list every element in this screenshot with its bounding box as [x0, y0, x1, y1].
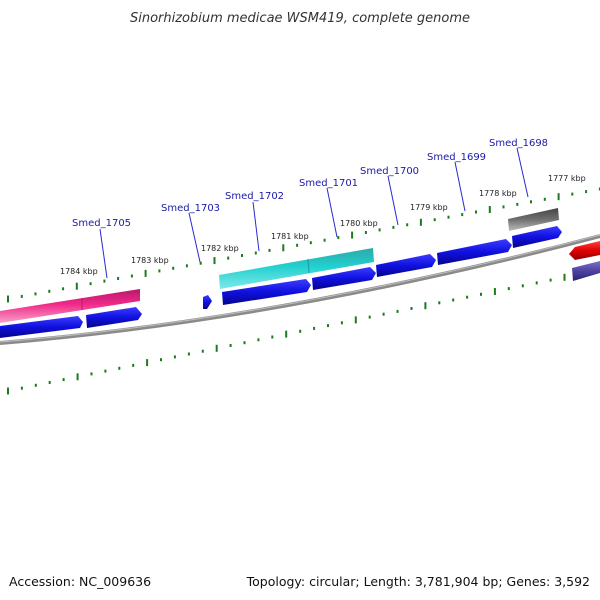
gene-label-smed-1701[interactable]: Smed_1701 [299, 178, 358, 189]
cds-arrow[interactable] [203, 295, 212, 309]
accession-text: Accession: NC_009636 [9, 574, 151, 589]
kbp-label: 1781 kbp [271, 232, 309, 241]
feature-grey[interactable] [508, 208, 559, 231]
gene-label-smed-1698[interactable]: Smed_1698 [489, 138, 548, 149]
cds-arrow[interactable] [86, 307, 142, 328]
kbp-labels: 1784 kbp 1783 kbp 1782 kbp 1781 kbp 1780… [60, 174, 586, 276]
kbp-label: 1777 kbp [548, 174, 586, 183]
kbp-label: 1782 kbp [201, 244, 239, 253]
leader-line [326, 187, 338, 238]
feature-teal[interactable] [219, 248, 374, 289]
gene-label-leaders [99, 147, 529, 279]
genome-backbone-highlight [0, 234, 600, 343]
leader-line [387, 175, 399, 226]
outer-tick-ring [7, 187, 600, 303]
gene-label-smed-1702[interactable]: Smed_1702 [225, 191, 284, 202]
leader-line [99, 228, 108, 279]
genome-summary-text: Topology: circular; Length: 3,781,904 bp… [246, 574, 590, 589]
kbp-label: 1784 kbp [60, 267, 98, 276]
leader-line [516, 147, 529, 198]
cds-track [0, 226, 562, 338]
kbp-label: 1778 kbp [479, 189, 517, 198]
gene-label-smed-1705[interactable]: Smed_1705 [72, 218, 131, 229]
cds-arrow[interactable] [312, 267, 376, 290]
cds-arrow[interactable] [437, 239, 512, 265]
kbp-label: 1779 kbp [410, 203, 448, 212]
genome-backbone [0, 234, 600, 345]
map-title: Sinorhizobium medicae WSM419, complete g… [130, 11, 470, 26]
leader-line [188, 212, 201, 263]
cds-arrow[interactable] [222, 279, 311, 305]
feature-red[interactable] [569, 241, 600, 260]
gene-label-smed-1699[interactable]: Smed_1699 [427, 152, 486, 163]
cds-arrow[interactable] [376, 254, 436, 277]
leader-line [252, 201, 260, 252]
kbp-label: 1783 kbp [131, 256, 169, 265]
feature-purple[interactable] [572, 261, 600, 281]
feature-track-right [569, 241, 600, 281]
leader-line [454, 161, 466, 212]
feature-track-upper [0, 208, 559, 323]
feature-magenta[interactable] [0, 289, 140, 323]
cds-arrow[interactable] [512, 226, 562, 248]
gene-label-smed-1703[interactable]: Smed_1703 [161, 203, 220, 214]
kbp-label: 1780 kbp [340, 219, 378, 228]
cds-arrow[interactable] [0, 316, 83, 338]
feature-divider [307, 258, 310, 274]
gene-label-smed-1700[interactable]: Smed_1700 [360, 166, 419, 177]
gene-labels: Smed_1705 Smed_1703 Smed_1702 Smed_1701 … [72, 138, 548, 229]
